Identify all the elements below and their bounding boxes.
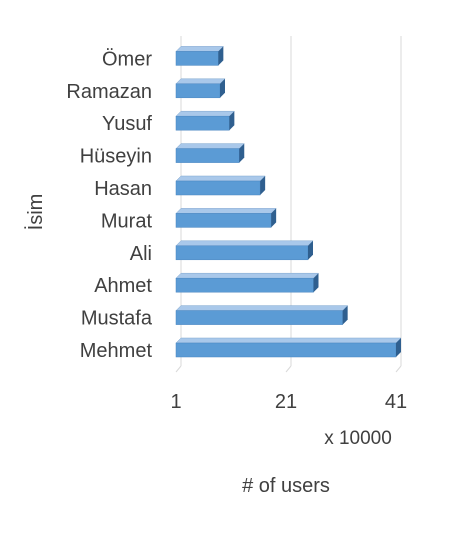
bar-front-face [175, 115, 230, 131]
category-label: Mustafa [81, 308, 153, 330]
x-tick-labels: 1 21 41 [170, 391, 407, 413]
bar-front-face [175, 148, 240, 163]
category-label: Ali [130, 243, 152, 265]
category-label: Murat [101, 210, 153, 232]
bar [175, 305, 349, 325]
bar-top-face [175, 337, 402, 344]
category-label: Hüseyin [80, 146, 152, 168]
bar-side-face [271, 208, 277, 228]
gridline-floor [175, 365, 182, 373]
bar [175, 240, 314, 261]
bar-side-face [229, 111, 235, 131]
bar [175, 78, 226, 99]
bar-front-face [175, 342, 397, 358]
bar-front-face [175, 180, 261, 196]
bar-side-face [313, 273, 319, 293]
bar [175, 208, 277, 228]
y-axis-title: İsim [24, 194, 47, 231]
bars [175, 46, 402, 358]
category-label: Ömer [102, 48, 152, 70]
bar [175, 110, 235, 131]
bar-side-face [260, 176, 266, 195]
bar-front-face [175, 83, 221, 99]
bar-top-face [175, 46, 224, 52]
category-label: Hasan [94, 178, 152, 200]
x-axis-multiplier: x 10000 [324, 428, 392, 449]
bar-side-face [308, 240, 313, 260]
x-axis-title: # of users [242, 475, 330, 497]
category-label: Ahmet [94, 275, 152, 297]
bar-top-face [175, 208, 277, 214]
x-tick-label: 21 [275, 391, 297, 413]
bar-side-face [396, 338, 401, 357]
category-label: Ramazan [66, 81, 152, 103]
bar-side-face [218, 46, 224, 66]
bar-top-face [175, 143, 245, 149]
category-label: Mehmet [80, 340, 153, 362]
bar-side-face [342, 305, 348, 325]
bar-top-face [175, 78, 226, 85]
bar [175, 46, 224, 66]
bar-top-face [175, 305, 349, 311]
x-tick-label: 41 [385, 391, 407, 413]
bar-top-face [175, 240, 314, 247]
bar-top-face [175, 272, 320, 279]
bar-front-face [175, 310, 343, 325]
bar-front-face [175, 277, 314, 293]
bar [175, 337, 402, 358]
bar-top-face [175, 110, 235, 117]
bar [175, 272, 320, 293]
category-label: Yusuf [102, 113, 152, 135]
x-tick-label: 1 [170, 391, 181, 413]
gridline-floor [285, 365, 292, 373]
bar-front-face [175, 213, 272, 228]
category-labels: Mehmet Mustafa Ahmet Ali Murat Hasan Hüseyin Yu… [66, 48, 152, 362]
bar-front-face [175, 51, 219, 66]
gridline-floor [395, 365, 402, 373]
bar-top-face [175, 175, 266, 182]
bar [175, 175, 266, 196]
bar [175, 143, 245, 163]
bar-side-face [239, 143, 245, 163]
bar-front-face [175, 245, 309, 261]
bar-side-face [220, 78, 225, 98]
